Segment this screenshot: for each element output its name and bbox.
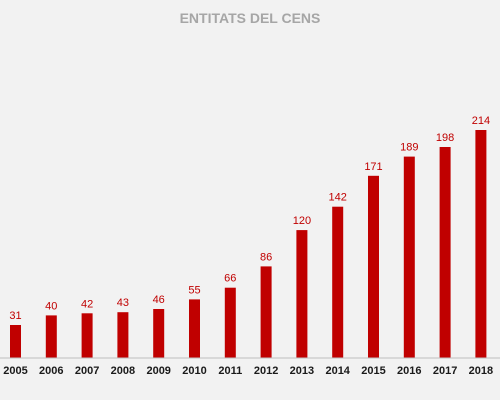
bar-2016 bbox=[403, 156, 415, 358]
x-tick-label-2018: 2018 bbox=[469, 365, 493, 377]
x-tick-label-2005: 2005 bbox=[3, 365, 27, 377]
data-label-2007: 42 bbox=[81, 298, 93, 310]
x-tick-label-2015: 2015 bbox=[361, 365, 385, 377]
x-tick-labels-group: 2005 2006 2007 2008 2009 2010 2011 2012 2013 2014… bbox=[3, 365, 493, 377]
data-label-2011: 66 bbox=[224, 273, 236, 285]
bars-group bbox=[10, 130, 487, 358]
data-label-2008: 43 bbox=[117, 297, 129, 309]
data-label-2010: 55 bbox=[188, 284, 200, 296]
bar-2008 bbox=[117, 312, 129, 358]
data-label-2014: 142 bbox=[329, 192, 347, 204]
value-labels-group: 31 40 42 43 46 55 66 86 120 142 171 189 198 214 bbox=[9, 115, 490, 322]
data-label-2005: 31 bbox=[9, 310, 21, 322]
bar-2007 bbox=[81, 313, 93, 358]
bar-2009 bbox=[153, 309, 165, 358]
x-tick-label-2009: 2009 bbox=[146, 365, 170, 377]
x-tick-label-2014: 2014 bbox=[325, 365, 350, 377]
data-label-2013: 120 bbox=[293, 215, 311, 227]
x-tick-label-2013: 2013 bbox=[290, 365, 314, 377]
data-label-2018: 214 bbox=[472, 115, 490, 127]
x-tick-label-2006: 2006 bbox=[39, 365, 63, 377]
x-tick-label-2008: 2008 bbox=[111, 365, 135, 377]
data-label-2009: 46 bbox=[153, 294, 165, 306]
x-tick-label-2016: 2016 bbox=[397, 365, 421, 377]
data-label-2017: 198 bbox=[436, 132, 454, 144]
data-label-2016: 189 bbox=[400, 142, 418, 154]
bar-2012 bbox=[260, 266, 272, 358]
x-tick-label-2012: 2012 bbox=[254, 365, 278, 377]
bar-2010 bbox=[189, 299, 200, 358]
bar-2006 bbox=[45, 315, 57, 358]
chart-title: ENTITATS DEL CENS bbox=[180, 10, 321, 26]
data-label-2015: 171 bbox=[364, 161, 382, 173]
bar-2005 bbox=[10, 325, 21, 358]
x-tick-label-2010: 2010 bbox=[182, 365, 206, 377]
bar-2017 bbox=[439, 147, 451, 358]
bar-2013 bbox=[296, 230, 308, 358]
bar-2014 bbox=[332, 206, 344, 358]
bar-2018 bbox=[475, 130, 487, 358]
data-label-2006: 40 bbox=[45, 300, 57, 312]
bar-2015 bbox=[368, 175, 379, 358]
x-tick-label-2007: 2007 bbox=[75, 365, 99, 377]
x-tick-label-2017: 2017 bbox=[433, 365, 457, 377]
bar-2011 bbox=[224, 287, 236, 358]
x-tick-label-2011: 2011 bbox=[218, 365, 242, 377]
data-label-2012: 86 bbox=[260, 251, 272, 263]
